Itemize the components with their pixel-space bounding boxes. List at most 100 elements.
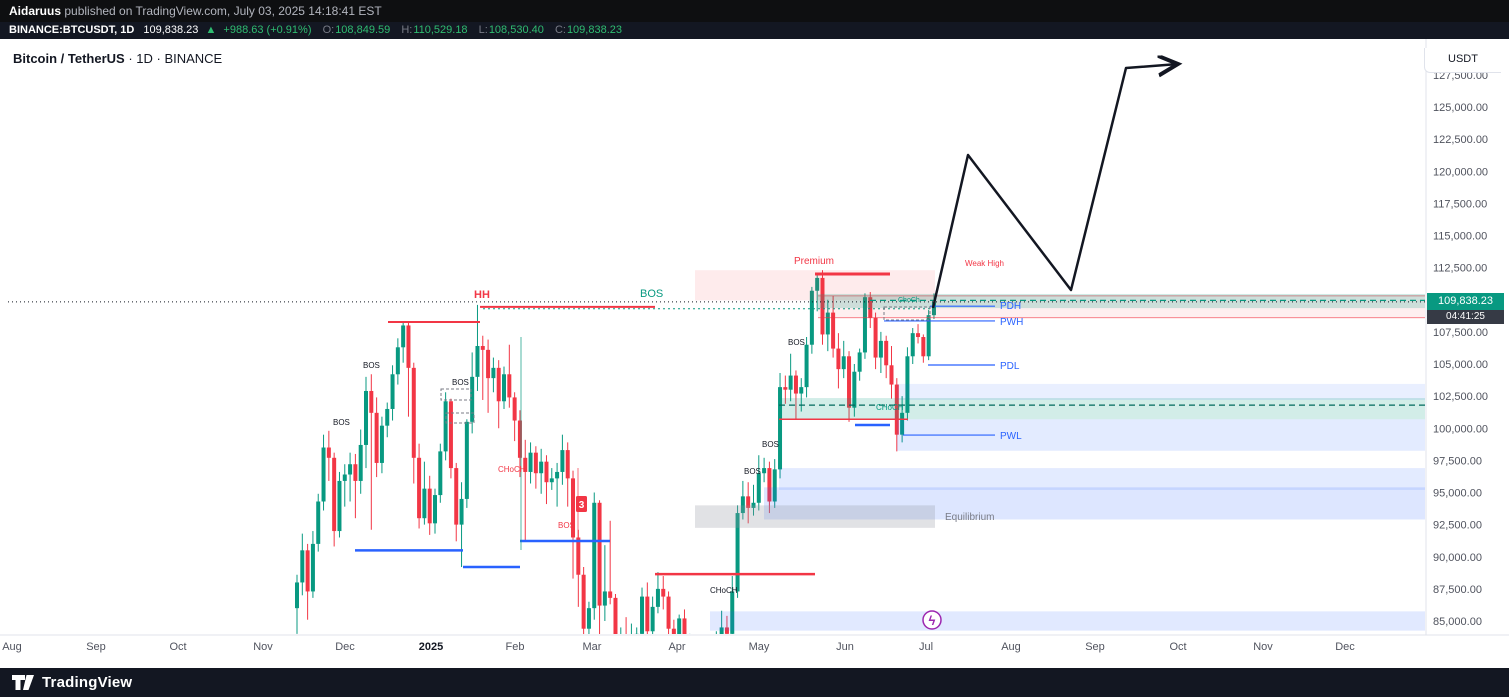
publish-text: published on TradingView.com, July 03, 2…: [61, 4, 382, 18]
candle: [475, 346, 480, 377]
price-tick: 115,000.00: [1433, 231, 1487, 243]
candle: [581, 574, 586, 629]
candle: [544, 461, 549, 483]
candle: [448, 401, 453, 469]
legend-symbol-meta: · 1D · BINANCE: [124, 51, 223, 66]
candle: [767, 468, 772, 502]
candle: [756, 473, 761, 503]
candle: [411, 367, 416, 458]
price-tick: 87,500.00: [1433, 584, 1482, 596]
chart-label: ChoCh: [898, 297, 920, 304]
candle: [778, 387, 783, 470]
footer-bar: TradingView: [0, 668, 1509, 697]
currency-unit-button[interactable]: USDT: [1424, 48, 1501, 73]
candle: [730, 591, 735, 634]
candle: [523, 457, 528, 472]
candle: [332, 457, 337, 532]
candle: [905, 356, 910, 413]
candle: [295, 582, 299, 609]
current-price-tag: 109,838.23 04:41:25: [1427, 293, 1504, 324]
chart-legend[interactable]: Bitcoin / TetherUS · 1D · BINANCE: [13, 51, 222, 66]
dashed-box: [440, 388, 472, 401]
candle: [433, 495, 438, 524]
candle: [576, 537, 581, 575]
pdh-demand-zone: [818, 293, 1425, 309]
candle: [820, 277, 825, 335]
candle: [916, 333, 921, 338]
candle: [517, 420, 522, 458]
candle: [873, 317, 878, 358]
candle: [878, 340, 883, 358]
symbol-status-bar: BINANCE:BTCUSDT, 1D 109,838.23 ▲ +988.63…: [0, 22, 1509, 39]
time-tick: May: [749, 641, 770, 653]
price-tick: 112,500.00: [1433, 263, 1487, 275]
pdh-supply-zone: [818, 295, 1425, 318]
candle: [491, 367, 496, 379]
candle: [634, 633, 639, 634]
price-tick: 122,500.00: [1433, 134, 1488, 146]
time-tick: Dec: [335, 641, 355, 653]
candle: [894, 384, 899, 435]
price-axis[interactable]: 109,838.23 04:41:25: [1426, 39, 1509, 635]
candle: [480, 346, 485, 350]
candle: [443, 401, 448, 452]
tradingview-logo-icon[interactable]: [12, 675, 35, 690]
up-arrow-icon: ▲: [205, 24, 217, 36]
tradingview-brand[interactable]: TradingView: [42, 674, 133, 691]
candle: [358, 444, 363, 481]
lightning-event-icon[interactable]: ϟ: [922, 610, 942, 630]
candle: [528, 452, 533, 472]
time-tick: Nov: [253, 641, 273, 653]
candle: [374, 412, 379, 463]
candle: [836, 348, 841, 370]
candle: [353, 464, 358, 481]
dashed-box: [883, 306, 931, 321]
candle: [321, 447, 326, 502]
candle: [746, 496, 751, 508]
candle: [549, 478, 554, 483]
high-value: 110,529.18: [413, 24, 468, 36]
open-label: O:: [322, 24, 335, 36]
candle: [825, 312, 830, 335]
chart-label: CHoCH: [876, 403, 904, 412]
price-tick: 95,000.00: [1433, 488, 1482, 500]
candle: [512, 397, 517, 421]
candle: [682, 618, 687, 634]
candle: [868, 297, 873, 318]
candle: [719, 627, 724, 634]
time-tick: 2025: [419, 641, 443, 653]
mid-demand-zone: [779, 398, 1425, 420]
chart-label: PDL: [1000, 361, 1020, 372]
candle: [661, 588, 666, 597]
candle: [326, 447, 331, 458]
chart-pane[interactable]: [0, 39, 1509, 668]
equilibrium-zone: [695, 505, 935, 528]
candle: [862, 297, 867, 353]
time-axis[interactable]: [0, 635, 1509, 668]
candle: [751, 502, 756, 508]
candle: [337, 480, 342, 532]
price-tick: 105,000.00: [1433, 359, 1488, 371]
candle: [592, 502, 597, 609]
time-tick: Mar: [583, 641, 602, 653]
candle: [342, 474, 347, 481]
candle: [889, 365, 894, 385]
publish-author: Aidaruus: [9, 4, 62, 18]
candle: [310, 543, 315, 592]
zones-layer: [695, 270, 1425, 631]
time-tick: Sep: [86, 641, 106, 653]
candle: [369, 390, 374, 413]
price-change: +988.63 (+0.91%): [223, 24, 312, 36]
time-tick: Dec: [1335, 641, 1355, 653]
candle: [502, 374, 507, 402]
candle: [799, 387, 804, 394]
candle: [884, 340, 889, 366]
candle: [379, 425, 384, 463]
candle: [857, 352, 862, 372]
candle: [762, 468, 767, 474]
candle: [364, 390, 369, 445]
candle: [724, 627, 729, 634]
current-price-value: 109,838.23: [1427, 293, 1504, 310]
open-value: 108,849.59: [335, 24, 391, 36]
